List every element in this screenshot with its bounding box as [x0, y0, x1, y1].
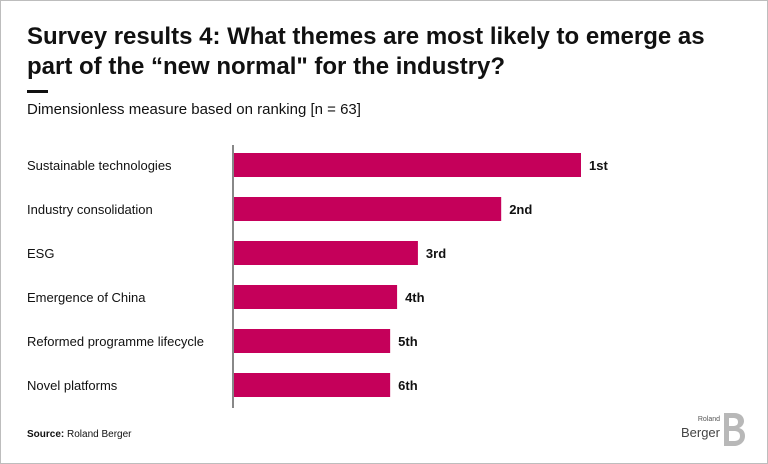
- rank-data-label: 4th: [405, 290, 425, 305]
- rank-data-label: 6th: [398, 378, 418, 393]
- bar: [234, 329, 391, 353]
- source-note: Source: Roland Berger: [27, 429, 132, 440]
- source-value: Roland Berger: [67, 429, 132, 440]
- chart-subtitle: Dimensionless measure based on ranking […: [27, 101, 361, 118]
- category-label: Emergence of China: [27, 290, 146, 305]
- page-title: Survey results 4: What themes are most l…: [27, 23, 705, 80]
- logo-main-text: Berger: [681, 425, 721, 440]
- bar: [234, 241, 418, 265]
- bar: [234, 285, 398, 309]
- bar: [234, 373, 391, 397]
- bar: [234, 153, 581, 177]
- category-label: Novel platforms: [27, 378, 118, 393]
- category-label: Reformed programme lifecycle: [27, 334, 204, 349]
- category-label: Industry consolidation: [27, 202, 153, 217]
- category-label: Sustainable technologies: [27, 158, 172, 173]
- title-rule: [27, 90, 48, 93]
- logo-small-text: Roland: [698, 416, 720, 423]
- category-label: ESG: [27, 246, 54, 261]
- roland-berger-logo: Roland Berger: [681, 413, 745, 446]
- rank-data-label: 3rd: [426, 246, 446, 261]
- rank-data-label: 1st: [589, 158, 608, 173]
- roland-berger-b-icon: [724, 413, 745, 446]
- bar: [234, 197, 502, 221]
- source-label: Source:: [27, 429, 65, 440]
- rank-data-label: 5th: [398, 334, 418, 349]
- rank-data-label: 2nd: [509, 202, 532, 217]
